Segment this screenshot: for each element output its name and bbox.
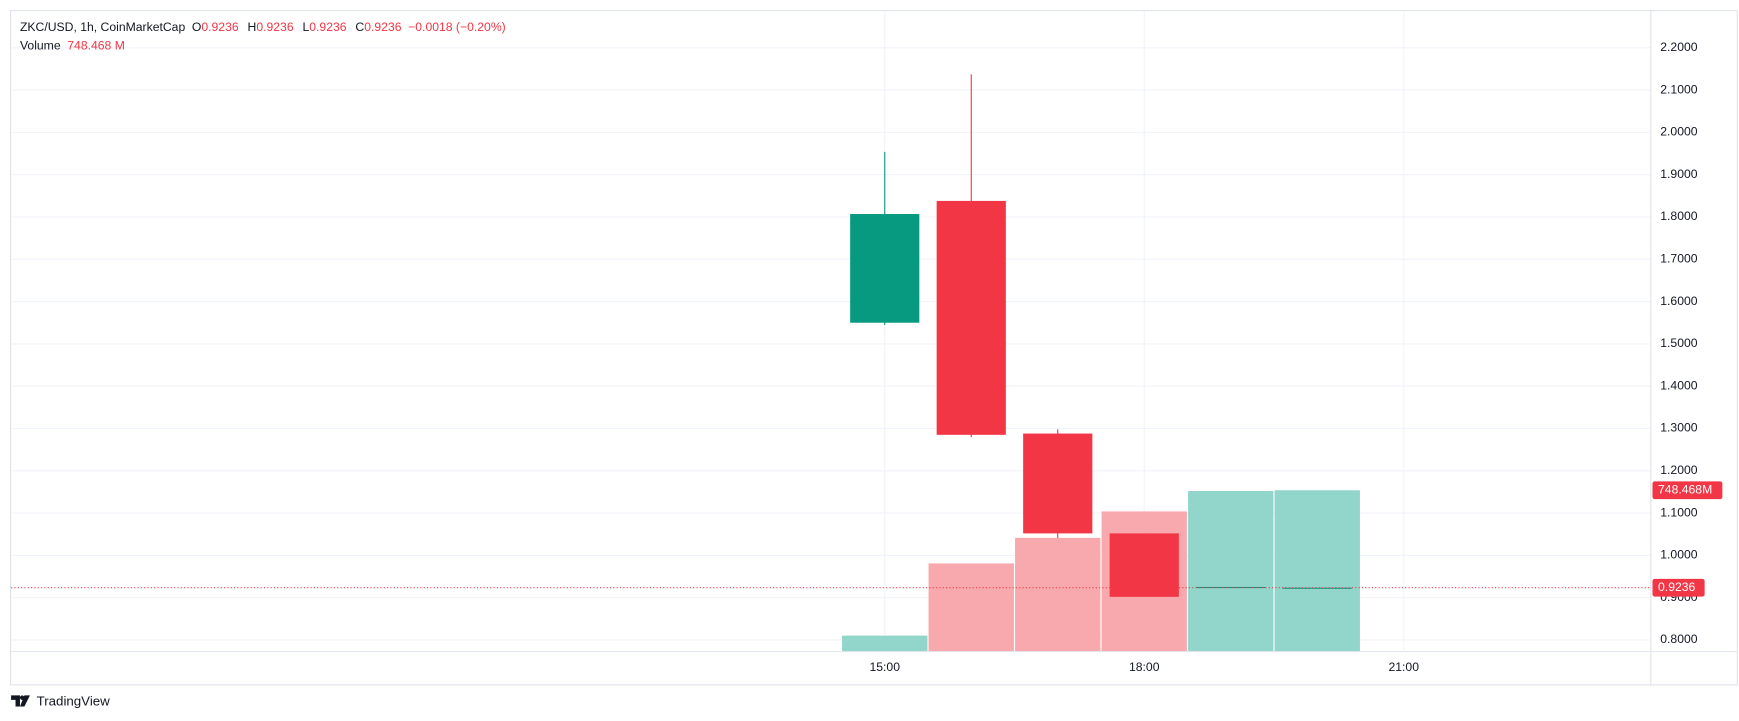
candle-body: [1196, 586, 1266, 589]
legend-key: O: [192, 20, 201, 34]
candle-layer: [850, 74, 1352, 597]
branding: TradingView: [11, 694, 110, 709]
legend-value: 0.9236: [256, 20, 293, 34]
legend-change: −0.0018 (−0.20%): [408, 20, 506, 34]
grid: [11, 11, 1651, 652]
legend-value: 0.9236: [309, 20, 346, 34]
volume-bar: [928, 563, 1014, 652]
branding-text: TradingView: [37, 694, 111, 709]
y-tick-label: 1.5000: [1660, 336, 1697, 350]
chart-frame: [9, 10, 1738, 686]
volume-bar: [1274, 490, 1360, 652]
y-tick-label: 0.8000: [1660, 632, 1697, 646]
x-tick-label: 15:00: [869, 660, 900, 674]
legend-key: L: [302, 20, 309, 34]
last-price-tag: [1652, 578, 1705, 597]
y-tick-label: 1.7000: [1660, 252, 1697, 266]
x-tick-label: 18:00: [1129, 660, 1160, 674]
y-tick-label: 1.2000: [1660, 463, 1697, 477]
candle-body: [1023, 433, 1093, 534]
y-tick-label: 1.9000: [1660, 167, 1697, 181]
legend-key: C: [355, 20, 364, 34]
y-tick-label: 1.3000: [1660, 421, 1697, 435]
legend-key: H: [248, 20, 257, 34]
y-tick-label: 2.0000: [1660, 125, 1697, 139]
volume-bar: [842, 635, 928, 652]
volume-value: 748.468 M: [67, 39, 125, 53]
y-tick-label: 2.2000: [1660, 40, 1697, 54]
y-tick-label: 1.4000: [1660, 378, 1697, 392]
volume-tag-label: 748.468M: [1658, 482, 1712, 496]
y-tick-label: 1.6000: [1660, 294, 1697, 308]
candle-body: [1109, 533, 1179, 597]
volume-bar: [1188, 491, 1274, 652]
candle-body: [1282, 587, 1352, 589]
y-tick-label: 1.1000: [1660, 505, 1697, 519]
volume-name: Volume: [20, 39, 61, 53]
volume-tag: [1652, 481, 1723, 500]
tradingview-logo: [11, 695, 30, 707]
axes: 0.80000.90001.00001.10001.20001.30001.40…: [11, 40, 1723, 674]
volume-legend: Volume 748.468 M: [20, 39, 125, 53]
legend-line: ZKC/USD, 1h, CoinMarketCap O0.9236 H0.9236…: [20, 20, 506, 34]
candle-body: [936, 200, 1006, 435]
last-price-label: 0.9236: [1658, 580, 1695, 594]
legend-value: 0.9236: [201, 20, 238, 34]
legend-symbol: ZKC/USD, 1h, CoinMarketCap: [20, 20, 185, 34]
y-tick-label: 1.0000: [1660, 548, 1697, 562]
volume-bar: [1015, 537, 1101, 652]
legend-value: 0.9236: [364, 20, 401, 34]
y-tick-label: 1.8000: [1660, 209, 1697, 223]
candle-body: [850, 214, 920, 323]
y-tick-label: 2.1000: [1660, 82, 1697, 96]
x-tick-label: 21:00: [1388, 660, 1419, 674]
